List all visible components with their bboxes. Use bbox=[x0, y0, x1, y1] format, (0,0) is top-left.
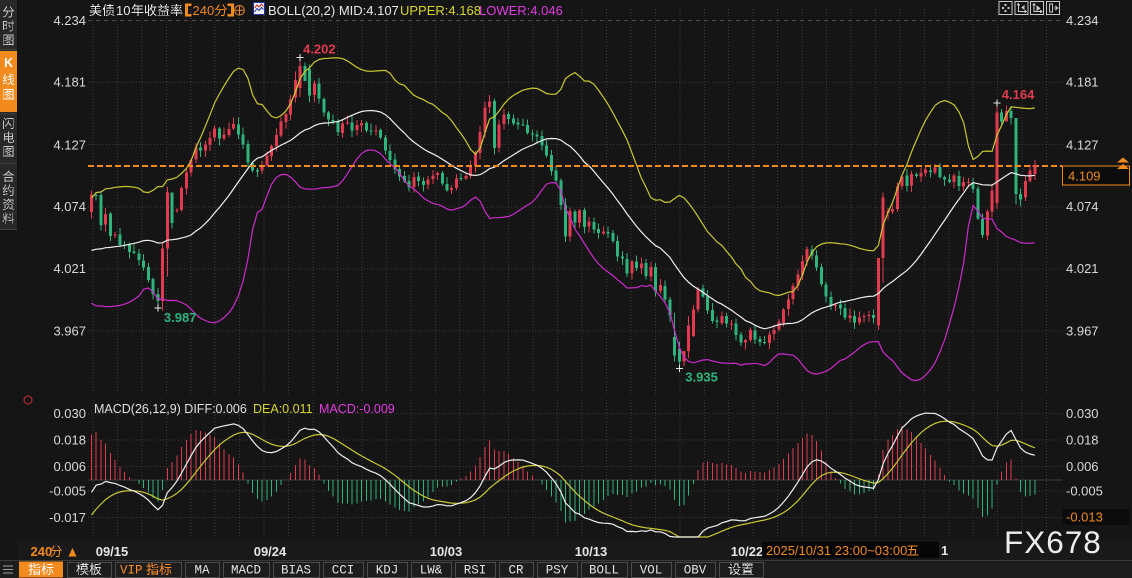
svg-text:3.967: 3.967 bbox=[53, 324, 86, 339]
svg-text:3.987: 3.987 bbox=[164, 310, 197, 325]
svg-text:4.164: 4.164 bbox=[1002, 87, 1035, 102]
svg-text:FX678: FX678 bbox=[1004, 524, 1102, 560]
svg-text:10/13: 10/13 bbox=[575, 544, 608, 559]
svg-text:3.935: 3.935 bbox=[685, 369, 718, 384]
svg-text:MACD:-0.009: MACD:-0.009 bbox=[319, 402, 395, 416]
svg-text:UPPER:4.168: UPPER:4.168 bbox=[400, 3, 481, 18]
svg-text:DEA:0.011: DEA:0.011 bbox=[253, 402, 313, 416]
svg-text:MACD: MACD bbox=[231, 564, 261, 578]
svg-text:OBV: OBV bbox=[684, 564, 707, 578]
svg-text:4.202: 4.202 bbox=[303, 42, 336, 57]
svg-text:4.127: 4.127 bbox=[1066, 138, 1099, 153]
svg-text:VOL: VOL bbox=[640, 564, 663, 578]
svg-text:240: 240 bbox=[193, 3, 215, 18]
svg-text:BOLL(20,2) MID:4.107: BOLL(20,2) MID:4.107 bbox=[268, 3, 399, 18]
svg-text:0.018: 0.018 bbox=[53, 432, 86, 447]
svg-text:PSY: PSY bbox=[546, 564, 569, 578]
svg-text:4.021: 4.021 bbox=[1066, 261, 1099, 276]
svg-text:0.006: 0.006 bbox=[53, 459, 86, 474]
svg-text:-0.013: -0.013 bbox=[1066, 510, 1103, 525]
svg-text:4.074: 4.074 bbox=[53, 199, 86, 214]
svg-text:LOWER:4.046: LOWER:4.046 bbox=[479, 3, 563, 18]
svg-text:3.967: 3.967 bbox=[1066, 324, 1099, 339]
svg-text:BOLL: BOLL bbox=[589, 564, 619, 578]
svg-text:4.021: 4.021 bbox=[53, 261, 86, 276]
svg-text:4.127: 4.127 bbox=[53, 138, 86, 153]
svg-text:-0.005: -0.005 bbox=[1066, 483, 1103, 498]
svg-text:10/22: 10/22 bbox=[731, 544, 764, 559]
svg-text:RSI: RSI bbox=[464, 564, 487, 578]
svg-text:VIP: VIP bbox=[120, 564, 143, 578]
svg-text:BIAS: BIAS bbox=[281, 564, 311, 578]
svg-text:240: 240 bbox=[31, 544, 53, 559]
svg-text:4.074: 4.074 bbox=[1066, 199, 1099, 214]
svg-text:4.181: 4.181 bbox=[53, 75, 86, 90]
svg-text:-0.005: -0.005 bbox=[49, 483, 86, 498]
svg-text:K: K bbox=[4, 56, 13, 70]
svg-text:-0.017: -0.017 bbox=[49, 510, 86, 525]
svg-text:4.234: 4.234 bbox=[53, 13, 86, 28]
svg-text:0.006: 0.006 bbox=[1066, 459, 1099, 474]
svg-text:0.030: 0.030 bbox=[1066, 406, 1099, 421]
svg-text:4.109: 4.109 bbox=[1068, 169, 1101, 184]
svg-text:10/03: 10/03 bbox=[430, 544, 463, 559]
svg-text:1: 1 bbox=[941, 543, 948, 558]
svg-text:09/15: 09/15 bbox=[96, 544, 129, 559]
svg-text:KDJ: KDJ bbox=[376, 564, 399, 578]
svg-text:4.234: 4.234 bbox=[1066, 13, 1099, 28]
svg-text:10: 10 bbox=[116, 3, 130, 18]
svg-text:2025/10/31 23:00~03:00: 2025/10/31 23:00~03:00 bbox=[766, 543, 907, 558]
svg-text:MA: MA bbox=[194, 564, 210, 578]
svg-text:0.018: 0.018 bbox=[1066, 432, 1099, 447]
svg-text:4.181: 4.181 bbox=[1066, 75, 1099, 90]
svg-text:CR: CR bbox=[508, 564, 524, 578]
svg-text:CCI: CCI bbox=[332, 564, 355, 578]
svg-text:LW&: LW& bbox=[420, 564, 443, 578]
svg-text:MACD(26,12,9) DIFF:0.006: MACD(26,12,9) DIFF:0.006 bbox=[94, 402, 247, 416]
svg-text:09/24: 09/24 bbox=[254, 544, 287, 559]
svg-text:0.030: 0.030 bbox=[53, 406, 86, 421]
